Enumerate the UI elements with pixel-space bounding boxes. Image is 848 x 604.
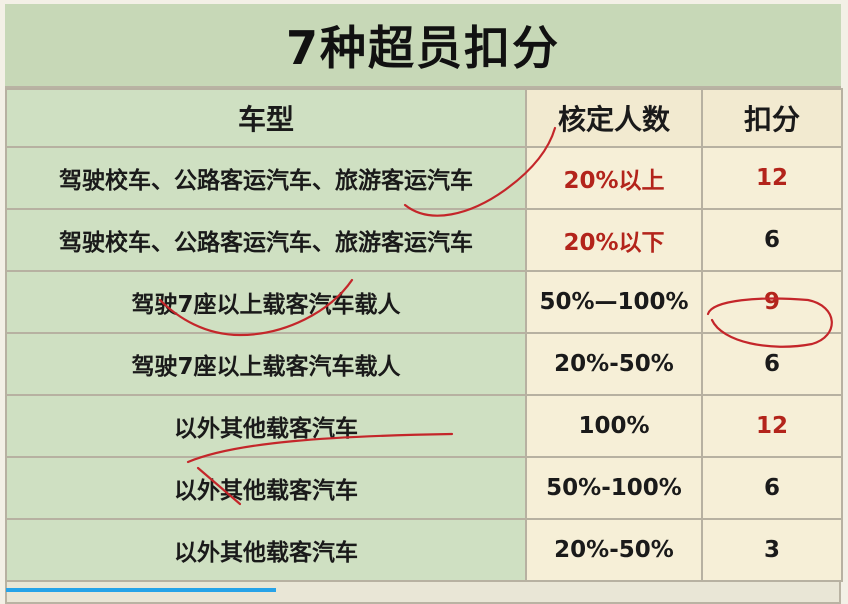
table-row: 以外其他载客汽车 100% 12	[5, 394, 843, 458]
cell-vehicle-type: 驾驶校车、公路客运汽车、旅游客运汽车	[5, 208, 527, 272]
table-row: 驾驶7座以上载客汽车载人 20%-50% 6	[5, 332, 843, 396]
cell-points: 12	[701, 146, 843, 210]
cell-capacity: 20%-50%	[525, 332, 703, 396]
cell-points: 6	[701, 208, 843, 272]
cell-points: 3	[701, 518, 843, 582]
cell-vehicle-type: 以外其他载客汽车	[5, 518, 527, 582]
cell-points: 9	[701, 270, 843, 334]
table-row: 驾驶7座以上载客汽车载人 50%—100% 9	[5, 270, 843, 334]
cell-points: 12	[701, 394, 843, 458]
cell-vehicle-type: 驾驶校车、公路客运汽车、旅游客运汽车	[5, 146, 527, 210]
cell-capacity: 20%以上	[525, 146, 703, 210]
cell-vehicle-type: 以外其他载客汽车	[5, 456, 527, 520]
table-row: 驾驶校车、公路客运汽车、旅游客运汽车 20%以上 12	[5, 146, 843, 210]
cell-vehicle-type: 驾驶7座以上载客汽车载人	[5, 332, 527, 396]
penalty-table: 车型 核定人数 扣分 驾驶校车、公路客运汽车、旅游客运汽车 20%以上 12 驾…	[5, 88, 843, 582]
cell-vehicle-type: 驾驶7座以上载客汽车载人	[5, 270, 527, 334]
table-row: 驾驶校车、公路客运汽车、旅游客运汽车 20%以下 6	[5, 208, 843, 272]
header-vehicle-type: 车型	[5, 88, 527, 148]
cell-capacity: 100%	[525, 394, 703, 458]
cell-capacity: 50%—100%	[525, 270, 703, 334]
table-header-row: 车型 核定人数 扣分	[5, 88, 843, 148]
cell-points: 6	[701, 332, 843, 396]
cell-capacity: 50%-100%	[525, 456, 703, 520]
header-capacity: 核定人数	[525, 88, 703, 148]
cell-vehicle-type: 以外其他载客汽车	[5, 394, 527, 458]
progress-bar	[6, 588, 276, 592]
page-title: 7种超员扣分	[5, 4, 841, 88]
table-row: 以外其他载客汽车 20%-50% 3	[5, 518, 843, 582]
table-row: 以外其他载客汽车 50%-100% 6	[5, 456, 843, 520]
cell-points: 6	[701, 456, 843, 520]
cell-capacity: 20%以下	[525, 208, 703, 272]
header-points: 扣分	[701, 88, 843, 148]
cell-capacity: 20%-50%	[525, 518, 703, 582]
